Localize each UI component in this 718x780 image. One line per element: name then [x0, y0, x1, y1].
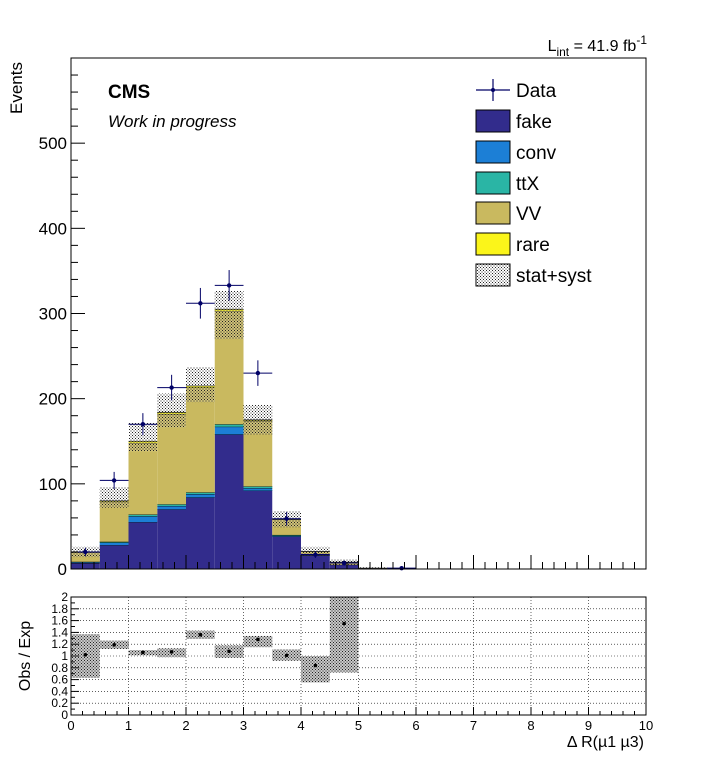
ratio-point-8 [314, 664, 318, 668]
data-point-10 [399, 566, 403, 570]
bar-fake-bin-0 [71, 563, 100, 569]
x-tick-label-9: 9 [585, 718, 592, 733]
legend-label-stat-syst: stat+syst [516, 266, 592, 287]
y-tick-label-300: 300 [39, 305, 67, 324]
x-tick-label-0: 0 [67, 718, 74, 733]
ratio-y-tick-label-2: 2 [61, 590, 68, 604]
legend-entry-data: Data [476, 79, 557, 102]
work-in-progress-label: Work in progress [108, 112, 237, 131]
data-point-7 [284, 517, 288, 521]
ratio-point-0 [84, 653, 88, 657]
ratio-point-4 [199, 633, 203, 637]
data-point-5 [227, 283, 231, 287]
legend-entry-vv: VV [476, 202, 542, 225]
x-tick-label-1: 1 [125, 718, 132, 733]
bar-conv-bin-5 [215, 427, 244, 435]
legend-entry-rare: rare [476, 233, 550, 256]
x-tick-label-10: 10 [639, 718, 653, 733]
bar-fake-bin-1 [100, 545, 129, 569]
x-tick-label-8: 8 [527, 718, 534, 733]
data-point-9 [342, 561, 346, 565]
y-tick-label-400: 400 [39, 219, 67, 238]
bar-fake-bin-6 [244, 491, 273, 569]
legend-swatch-fake [476, 110, 510, 132]
bar-fake-bin-7 [272, 537, 301, 569]
bar-vv-bin-2 [129, 443, 158, 515]
y-axis-title: Events [7, 62, 26, 114]
legend-entry-conv: conv [476, 141, 557, 164]
data-point-2 [141, 422, 145, 426]
ratio-point-6 [256, 638, 260, 642]
data-point-3 [169, 385, 173, 389]
data-point-6 [256, 371, 260, 375]
x-tick-label-4: 4 [297, 718, 304, 733]
data-point-4 [198, 301, 202, 305]
legend-data-dot [491, 88, 495, 92]
bar-fake-bin-3 [157, 509, 186, 569]
x-tick-label-2: 2 [182, 718, 189, 733]
legend-swatch-conv [476, 141, 510, 163]
y-tick-label-500: 500 [39, 134, 67, 153]
data-point-0 [83, 550, 87, 554]
bar-fake-bin-5 [215, 434, 244, 569]
bar-conv-bin-4 [186, 494, 215, 497]
ratio-band-hatch-bin-8 [301, 656, 330, 683]
bar-conv-bin-2 [129, 516, 158, 522]
x-tick-label-6: 6 [412, 718, 419, 733]
luminosity-label: Lint = 41.9 fb-1 [548, 33, 648, 59]
ratio-band-hatch-bin-9 [330, 597, 359, 673]
bar-fake-bin-4 [186, 497, 215, 569]
x-tick-label-5: 5 [355, 718, 362, 733]
legend-swatch-rare [476, 233, 510, 255]
bar-conv-bin-3 [157, 506, 186, 509]
legend: Data fake conv ttX VV rare stat+syst [476, 79, 592, 287]
syst-band-bin-4 [186, 367, 215, 402]
ratio-point-3 [170, 650, 174, 654]
legend-entry-stat-syst: stat+syst [476, 264, 592, 287]
ratio-y-axis-title: Obs / Exp [17, 621, 34, 691]
legend-label-data: Data [516, 81, 557, 102]
ratio-point-7 [285, 654, 289, 658]
legend-swatch-ttx [476, 172, 510, 194]
legend-swatch-stat-syst [476, 264, 510, 286]
legend-label-conv: conv [516, 143, 557, 164]
x-axis-title: Δ R(µ1 µ3) [567, 734, 644, 751]
legend-entry-ttx: ttX [476, 172, 540, 195]
legend-label-rare: rare [516, 235, 550, 256]
legend-swatch-vv [476, 202, 510, 224]
bar-fake-bin-2 [129, 522, 158, 569]
ratio-point-1 [112, 643, 116, 647]
bar-vv-bin-4 [186, 388, 215, 493]
legend-label-ttx: ttX [516, 174, 540, 195]
legend-label-vv: VV [516, 204, 542, 225]
legend-label-fake: fake [516, 112, 552, 133]
x-tick-label-3: 3 [240, 718, 247, 733]
y-tick-label-200: 200 [39, 390, 67, 409]
legend-entry-fake: fake [476, 110, 552, 133]
y-tick-label-0: 0 [58, 560, 67, 579]
syst-band-bin-6 [244, 405, 273, 435]
syst-band-bin-1 [100, 487, 129, 507]
data-point-8 [313, 552, 317, 556]
ratio-point-9 [342, 622, 346, 626]
ratio-band-hatch-bin-6 [244, 636, 273, 647]
data-point-1 [112, 478, 116, 482]
cms-label: CMS [108, 82, 150, 103]
ratio-point-5 [227, 649, 231, 653]
bar-vv-bin-1 [100, 502, 129, 542]
y-tick-label-100: 100 [39, 475, 67, 494]
x-tick-label-7: 7 [470, 718, 477, 733]
ratio-point-2 [141, 651, 145, 655]
